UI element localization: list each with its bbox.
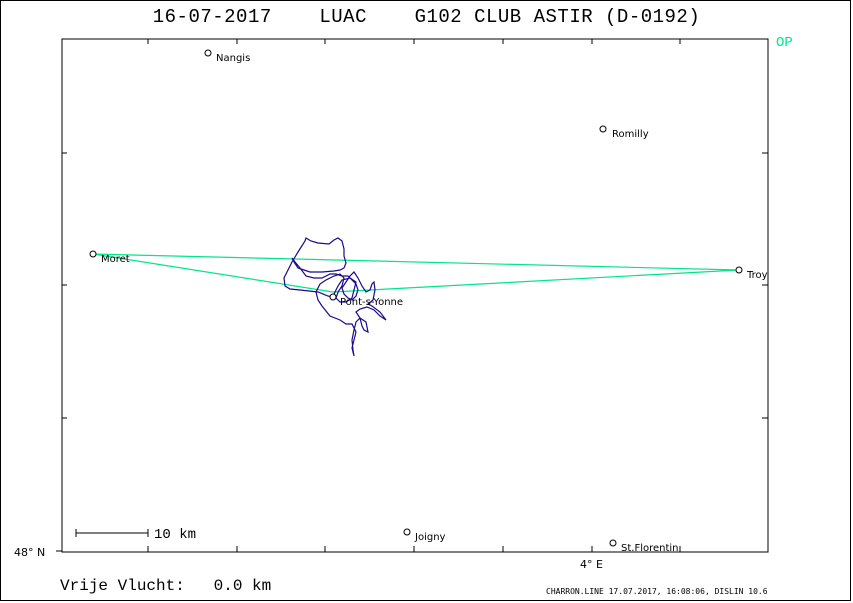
svg-text:St.Florentin: St.Florentin	[621, 543, 679, 554]
scale-bar-label: 10 km	[154, 527, 196, 543]
svg-text:Nangis: Nangis	[216, 53, 250, 64]
svg-text:Pont-s-Yonne: Pont-s-Yonne	[340, 297, 403, 308]
scale-bar	[75, 529, 149, 537]
longitude-label: 4° E	[580, 558, 603, 571]
place-pont-sur-yonne: Pont-s-Yonne	[329, 293, 403, 308]
flight-track	[283, 237, 387, 357]
place-joigny: Joigny	[403, 528, 446, 543]
free-flight-distance: 0.0 km	[213, 577, 272, 595]
svg-text:Troy: Troy	[746, 270, 768, 281]
place-nangis: Nangis	[204, 49, 250, 64]
svg-text:Moret: Moret	[101, 254, 130, 265]
free-flight-result: Vrije Vlucht: 0.0 km	[60, 577, 271, 595]
chart-title: 16-07-2017 LUAC G102 CLUB ASTIR (D-0192)	[0, 6, 853, 28]
footer-info: CHARRON.LINE 17.07.2017, 16:08:06, DISLI…	[546, 587, 768, 596]
place-romilly: Romilly	[599, 125, 649, 140]
place-troyes: Troy	[735, 266, 768, 281]
svg-text:Romilly: Romilly	[612, 129, 649, 140]
task-route	[92, 253, 740, 293]
map-border	[61, 38, 769, 553]
svg-text:Joigny: Joigny	[414, 532, 446, 543]
club-code: LUAC	[319, 6, 367, 28]
place-st-florentin: St.Florentin	[609, 539, 679, 554]
flight-date: 16-07-2017	[152, 6, 272, 28]
latitude-label: 48° N	[14, 546, 45, 559]
place-moret: Moret	[89, 250, 130, 265]
axis-ticks	[56, 39, 768, 552]
free-flight-label: Vrije Vlucht:	[60, 577, 185, 595]
aircraft-name: G102 CLUB ASTIR (D-0192)	[414, 6, 701, 28]
task-type-label: OP	[776, 35, 793, 51]
